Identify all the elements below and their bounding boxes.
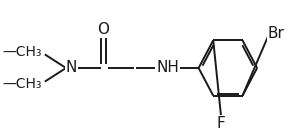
Text: —CH₃: —CH₃ (3, 77, 42, 91)
Text: N: N (66, 61, 77, 75)
Text: O: O (98, 22, 110, 37)
Text: —CH₃: —CH₃ (3, 45, 42, 59)
Text: NH: NH (156, 61, 179, 75)
Text: Br: Br (267, 26, 284, 41)
Text: F: F (217, 116, 225, 131)
